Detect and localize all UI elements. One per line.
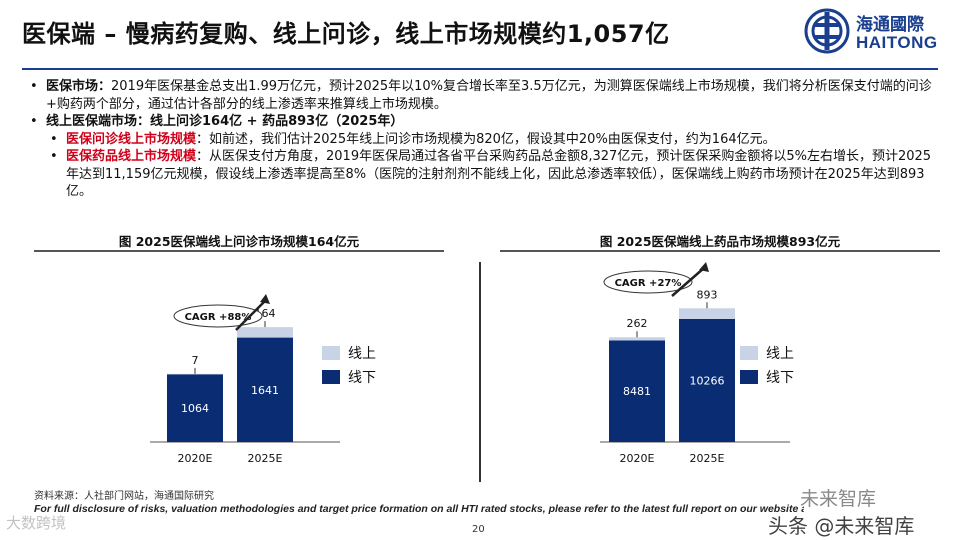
haitong-logo: 海通國際 HAITONG <box>804 8 954 60</box>
legend-label-online: 线上 <box>348 346 376 362</box>
bullet-item: • 医保市场：2019年医保基金总支出1.99万亿元，预计2025年以10%复合… <box>30 79 932 112</box>
cagr-arrow <box>235 299 267 331</box>
legend-label-offline: 线下 <box>766 370 794 386</box>
watermark-toutiao: 头条 @未来智库 <box>768 514 915 538</box>
legend-label-online: 线上 <box>766 346 794 362</box>
source-note: 资料来源：人社部门网站，海通国际研究 <box>34 491 214 502</box>
disclosure-text: For full disclosure of risks, valuation … <box>34 503 804 515</box>
x-tick-label: 2025E <box>690 452 725 465</box>
data-label-offline: 1064 <box>181 402 209 415</box>
data-label-online: 893 <box>697 288 718 301</box>
chart-title-underline <box>34 250 444 252</box>
sub-bullet-text: ：如前述，我们估计2025年线上问诊市场规模为820亿，假设其中20%由医保支付… <box>196 131 776 147</box>
legend-swatch-offline <box>322 370 340 384</box>
page-number: 20 <box>472 524 485 535</box>
cagr-arrow-head <box>699 262 709 272</box>
bullet-label: 线上医保端市场：线上问诊164亿 + 药品893亿（2025年） <box>46 114 404 129</box>
legend-swatch-online <box>740 346 758 360</box>
bullet-list: • 医保市场：2019年医保基金总支出1.99万亿元，预计2025年以10%复合… <box>28 78 938 201</box>
cagr-label: CAGR +88% <box>185 312 252 323</box>
bar-offline <box>679 318 735 442</box>
sub-bullet-item: • 医保问诊线上市场规模：如前述，我们估计2025年线上问诊市场规模为820亿，… <box>50 131 776 147</box>
watermark-corner: 大数跨境 <box>6 514 67 532</box>
watermark-wechat: 未来智库 <box>800 488 877 510</box>
bar-online <box>237 327 293 338</box>
bar-online <box>609 337 665 341</box>
data-label-offline: 1641 <box>251 384 279 397</box>
sub-bullet-text: ：从医保支付方角度，2019年医保局通过各省平台采购药品总金额8,327亿元，预… <box>66 149 932 199</box>
cagr-label: CAGR +27% <box>615 278 682 289</box>
chart-title-underline <box>500 250 940 252</box>
bullet-text: 2019年医保基金总支出1.99万亿元，预计2025年以10%复合增长率至3.5… <box>46 79 932 112</box>
bullet-item: • 线上医保端市场：线上问诊164亿 + 药品893亿（2025年） <box>30 114 404 129</box>
chart-title-consultation: 图 2025医保端线上问诊市场规模164亿元 <box>118 234 360 249</box>
cagr-arrow-head <box>260 294 270 304</box>
chart-title-drugs: 图 2025医保端线上药品市场规模893亿元 <box>599 234 841 249</box>
legend-swatch-offline <box>740 370 758 384</box>
cagr-arrow <box>671 267 705 297</box>
header-divider <box>22 68 938 70</box>
legend-swatch-online <box>322 346 340 360</box>
bar-offline <box>167 374 223 442</box>
bar-offline <box>237 337 293 442</box>
data-label-offline: 8481 <box>623 385 651 398</box>
bar-offline <box>609 340 665 442</box>
cagr-bubble <box>173 304 263 328</box>
sub-bullet-label: 医保问诊线上市场规模 <box>66 131 197 147</box>
cagr-bubble <box>603 270 693 294</box>
chart-separator <box>479 262 481 482</box>
x-tick-label: 2020E <box>178 452 213 465</box>
sub-bullet-label: 医保药品线上市场规模 <box>66 149 197 164</box>
data-label-online: 262 <box>627 317 648 330</box>
data-label-offline: 10266 <box>690 374 725 387</box>
page-title: 医保端 – 慢病药复购、线上问诊，线上市场规模约1,057亿 <box>22 20 670 48</box>
data-label-online: 7 <box>192 354 199 367</box>
x-tick-label: 2020E <box>620 452 655 465</box>
x-tick-label: 2025E <box>248 452 283 465</box>
bar-online <box>679 308 735 319</box>
logo-text-en: HAITONG <box>856 33 938 52</box>
haitong-emblem-icon <box>804 8 850 54</box>
sub-bullet-item: • 医保药品线上市场规模：从医保支付方角度，2019年医保局通过各省平台采购药品… <box>50 149 932 199</box>
logo-text-cn: 海通國際 <box>856 15 924 35</box>
legend-label-offline: 线下 <box>348 370 376 386</box>
bullet-label: 医保市场： <box>46 79 112 94</box>
